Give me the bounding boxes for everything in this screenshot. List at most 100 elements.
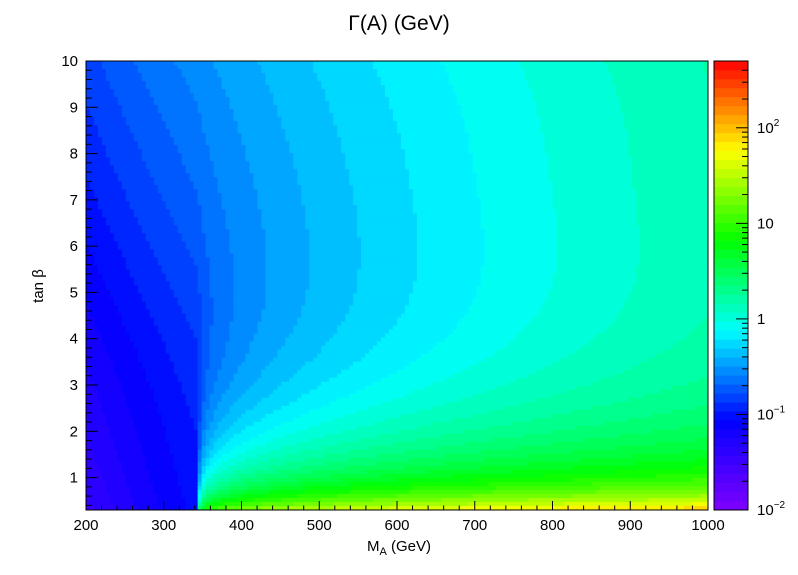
heatmap-cell — [121, 441, 127, 447]
heatmap-cell — [145, 453, 151, 459]
heatmap-cell — [97, 341, 103, 347]
heatmap-cell — [209, 505, 214, 511]
heatmap-cell — [257, 173, 262, 178]
heatmap-cell — [221, 209, 226, 214]
heatmap-cell — [117, 69, 123, 74]
heatmap-cell — [185, 493, 191, 499]
heatmap-cell — [177, 229, 183, 234]
heatmap-cell — [173, 489, 179, 495]
heatmap-cell — [113, 277, 119, 282]
heatmap-cell — [177, 437, 183, 443]
heatmap-cell — [149, 417, 155, 423]
heatmap-cell — [225, 81, 230, 86]
heatmap-cell — [137, 497, 143, 503]
heatmap-cell — [113, 261, 119, 266]
heatmap-cell — [86, 161, 91, 166]
heatmap-cell — [153, 429, 159, 435]
heatmap-cell — [253, 473, 258, 479]
heatmap-cell — [149, 369, 155, 375]
heatmap-cell — [109, 405, 115, 411]
heatmap-cell — [213, 485, 218, 491]
heatmap-cell — [209, 89, 214, 94]
heatmap-cell — [261, 109, 266, 114]
heatmap-cell — [217, 145, 222, 150]
heatmap-cell — [121, 297, 127, 302]
heatmap-cell — [86, 241, 91, 246]
heatmap-cell — [249, 341, 254, 347]
heatmap-cell — [173, 237, 179, 242]
heatmap-cell — [97, 465, 103, 471]
heatmap-cell — [93, 281, 99, 286]
heatmap-cell — [225, 273, 230, 278]
heatmap-cell — [165, 273, 171, 278]
heatmap-cell — [225, 269, 230, 274]
heatmap-cell — [149, 305, 155, 310]
heatmap-cell — [105, 217, 111, 222]
heatmap-cell — [173, 429, 179, 435]
heatmap-cell — [161, 185, 167, 190]
heatmap-cell — [217, 449, 222, 455]
heatmap-cell — [101, 213, 107, 218]
heatmap-cell — [125, 505, 131, 511]
heatmap-cell — [113, 257, 119, 262]
heatmap-cell — [241, 317, 246, 322]
heatmap-cell — [249, 85, 254, 90]
heatmap-cell — [129, 329, 135, 335]
heatmap-cell — [249, 113, 254, 118]
heatmap-cell — [125, 373, 131, 379]
heatmap-cell — [133, 157, 139, 162]
heatmap-cell — [101, 209, 107, 214]
heatmap-cell — [125, 85, 131, 90]
heatmap-cell — [225, 277, 230, 282]
heatmap-cell — [153, 105, 159, 110]
heatmap-cell — [225, 417, 230, 423]
heatmap-cell — [153, 453, 159, 459]
heatmap-cell — [125, 385, 131, 391]
heatmap-cell — [241, 485, 246, 491]
heatmap-cell — [165, 381, 171, 387]
heatmap-cell — [185, 285, 191, 290]
heatmap-cell — [245, 477, 250, 483]
heatmap-cell — [137, 189, 143, 194]
heatmap-cell — [229, 85, 234, 90]
heatmap-cell — [149, 177, 155, 182]
heatmap-cell — [133, 109, 139, 114]
heatmap-cell — [217, 189, 222, 194]
heatmap-cell — [189, 257, 195, 262]
heatmap-cell — [133, 189, 139, 194]
heatmap-cell — [157, 77, 163, 82]
heatmap-cell — [185, 245, 191, 250]
heatmap-cell — [221, 169, 226, 174]
heatmap-cell — [137, 77, 143, 82]
heatmap-cell — [129, 369, 135, 375]
heatmap-cell — [157, 453, 163, 459]
heatmap-cell — [157, 353, 163, 359]
heatmap-cell — [221, 349, 226, 355]
heatmap-cell — [105, 497, 111, 503]
heatmap-cell — [93, 369, 99, 375]
heatmap-cell — [233, 441, 238, 447]
heatmap-cell — [189, 305, 195, 310]
heatmap-cell — [129, 357, 135, 363]
heatmap-cell — [225, 249, 230, 254]
heatmap-cell — [157, 229, 163, 234]
heatmap-cell — [237, 461, 242, 467]
heatmap-cell — [129, 481, 135, 487]
heatmap-cell — [193, 201, 199, 206]
heatmap-cell — [241, 217, 246, 222]
heatmap-cell — [161, 421, 167, 427]
heatmap-cell — [165, 85, 171, 90]
heatmap-cell — [129, 101, 135, 106]
heatmap-cell — [205, 277, 211, 282]
heatmap-cell — [113, 125, 119, 130]
heatmap-cell — [157, 133, 163, 138]
heatmap-cell — [253, 397, 258, 403]
heatmap-cell — [245, 373, 250, 379]
heatmap-cell — [137, 109, 143, 114]
heatmap-cell — [153, 73, 159, 78]
heatmap-cell — [209, 321, 214, 326]
heatmap-cell — [133, 237, 139, 242]
heatmap-cell — [129, 321, 135, 326]
heatmap-cell — [201, 173, 207, 178]
heatmap-cell — [117, 433, 123, 439]
